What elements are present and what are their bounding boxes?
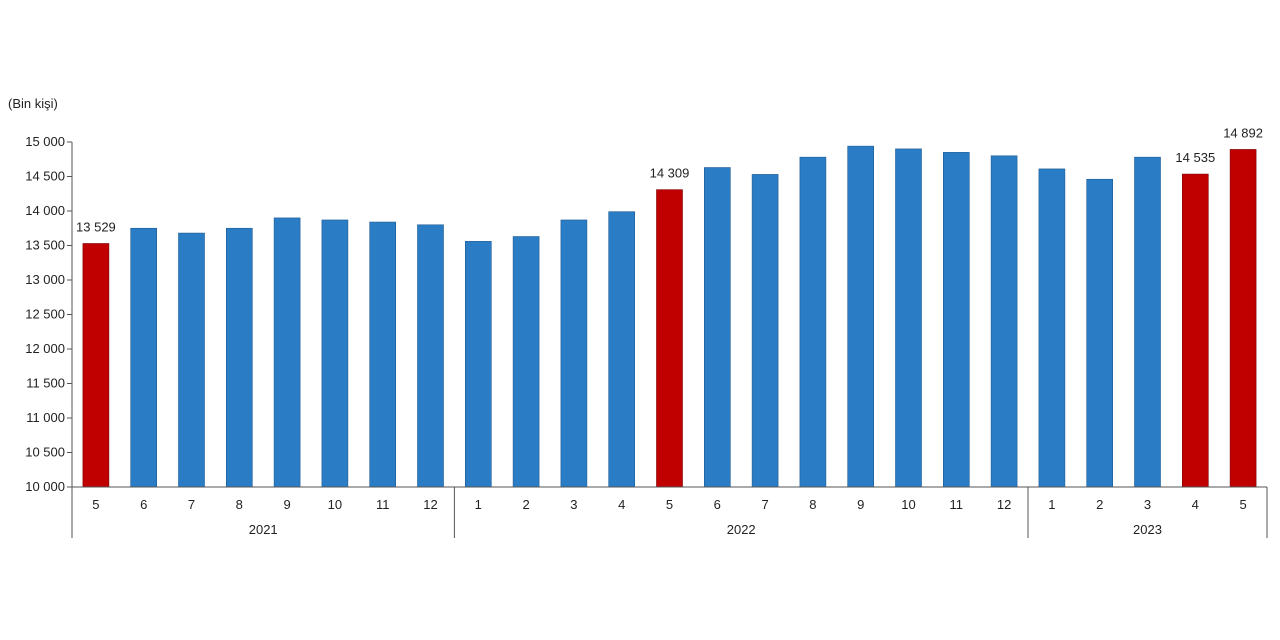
x-tick-label: 4 bbox=[618, 497, 625, 512]
bar bbox=[942, 152, 970, 488]
y-tick-label: 12 500 bbox=[25, 307, 65, 322]
highlighted-bar bbox=[1182, 173, 1209, 488]
x-tick-label: 2 bbox=[522, 497, 529, 512]
data-label: 13 529 bbox=[76, 219, 116, 234]
bar bbox=[512, 236, 540, 488]
x-tick-label: 10 bbox=[901, 497, 915, 512]
x-tick-label: 1 bbox=[1048, 497, 1055, 512]
highlighted-bar bbox=[656, 189, 683, 488]
bar bbox=[799, 156, 827, 488]
data-label: 14 535 bbox=[1175, 150, 1215, 165]
bar bbox=[130, 227, 157, 488]
x-tick-label: 9 bbox=[283, 497, 290, 512]
x-tick-label: 7 bbox=[188, 497, 195, 512]
bar bbox=[1134, 156, 1161, 488]
x-tick-label: 6 bbox=[714, 497, 721, 512]
y-tick-label: 13 500 bbox=[25, 238, 65, 253]
bar bbox=[321, 219, 349, 488]
bar bbox=[369, 221, 397, 488]
x-tick-label: 8 bbox=[809, 497, 816, 512]
y-tick-label: 11 500 bbox=[26, 376, 65, 391]
x-tick-label: 5 bbox=[92, 497, 99, 512]
data-label: 14 892 bbox=[1223, 125, 1263, 140]
x-tick-label: 3 bbox=[570, 497, 577, 512]
y-tick-label: 15 000 bbox=[25, 134, 65, 149]
x-tick-label: 5 bbox=[666, 497, 673, 512]
y-tick-label: 14 500 bbox=[25, 169, 65, 184]
x-tick-label: 1 bbox=[475, 497, 482, 512]
bar bbox=[847, 145, 875, 488]
x-tick-label: 8 bbox=[236, 497, 243, 512]
bar bbox=[895, 148, 922, 488]
y-tick-label: 11 000 bbox=[26, 410, 65, 425]
bar bbox=[1038, 168, 1066, 488]
x-tick-label: 12 bbox=[423, 497, 437, 512]
y-tick-label: 12 000 bbox=[25, 341, 65, 356]
x-tick-label: 10 bbox=[328, 497, 342, 512]
x-tick-label: 2 bbox=[1096, 497, 1103, 512]
data-labels: 13 529 14 309 14 535 14 892 bbox=[76, 125, 1263, 234]
x-tick-label: 4 bbox=[1192, 497, 1199, 512]
x-tick-label: 7 bbox=[761, 497, 768, 512]
year-label: 2022 bbox=[727, 522, 756, 537]
bar bbox=[226, 227, 253, 488]
bar bbox=[178, 232, 205, 488]
bar bbox=[464, 241, 492, 488]
x-tick-label: 11 bbox=[950, 497, 964, 512]
bar bbox=[560, 219, 588, 488]
y-tick-label: 10 000 bbox=[25, 479, 65, 494]
x-tick-label: 6 bbox=[140, 497, 147, 512]
bar bbox=[417, 224, 444, 488]
x-tick-label: 3 bbox=[1144, 497, 1151, 512]
x-tick-label: 5 bbox=[1239, 497, 1246, 512]
bars bbox=[82, 145, 1257, 488]
y-tick-label: 14 000 bbox=[25, 203, 65, 218]
bar bbox=[703, 167, 731, 488]
bar bbox=[273, 217, 301, 488]
bar bbox=[751, 174, 779, 488]
year-label: 2023 bbox=[1133, 522, 1162, 537]
data-label: 14 309 bbox=[650, 166, 690, 181]
bar bbox=[1086, 178, 1113, 488]
x-tick-label: 9 bbox=[857, 497, 864, 512]
y-axis-unit-label: (Bin kişi) bbox=[8, 96, 58, 111]
bar bbox=[608, 211, 636, 488]
y-tick-label: 10 500 bbox=[25, 445, 65, 460]
bar bbox=[990, 155, 1018, 488]
x-tick-label: 12 bbox=[997, 497, 1011, 512]
highlighted-bar bbox=[1229, 149, 1257, 488]
highlighted-bar bbox=[82, 243, 110, 488]
y-axis: 10 000 10 500 11 000 11 500 12 000 12 500 13 0… bbox=[25, 134, 73, 494]
year-label: 2021 bbox=[249, 522, 278, 537]
x-tick-label: 11 bbox=[376, 497, 390, 512]
y-tick-label: 13 000 bbox=[25, 272, 65, 287]
